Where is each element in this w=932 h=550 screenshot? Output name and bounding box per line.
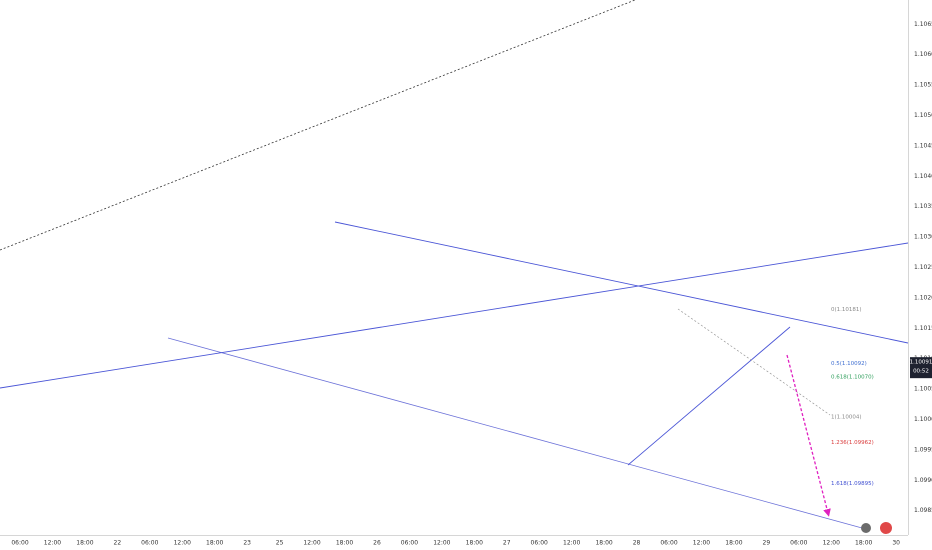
- y-tick-label: 1.10200: [914, 294, 932, 301]
- x-tick-label: 30: [892, 540, 900, 547]
- fib-retracement: 0(1.10181) 0.5(1.10092) 0.618(1.10070) 1(1.…: [831, 307, 874, 487]
- x-tick-label: 12:00: [563, 540, 580, 547]
- tv-logo: [861, 523, 871, 533]
- y-tick-label: 1.10450: [914, 142, 932, 149]
- fib-label: 0.618(1.10070): [831, 374, 874, 380]
- y-tick-label: 1.10250: [914, 264, 932, 271]
- y-tick-label: 1.10550: [914, 82, 932, 89]
- x-tick-label: 25: [276, 540, 284, 547]
- fib-label: 1.618(1.09895): [831, 481, 874, 487]
- y-tick-label: 1.10500: [914, 112, 932, 119]
- y-tick-label: 1.10600: [914, 51, 932, 58]
- x-tick-label: 28: [633, 540, 641, 547]
- countdown-label: 00:52: [913, 369, 929, 375]
- x-tick-label: 12:00: [823, 540, 840, 547]
- x-tick-label: 18:00: [336, 540, 353, 547]
- drawings: [0, 0, 908, 529]
- fib-label: 0.5(1.10092): [831, 361, 867, 367]
- x-tick-label: 06:00: [401, 540, 418, 547]
- dashed-trendline: [0, 0, 636, 251]
- x-tick-label: 29: [763, 540, 771, 547]
- y-tick-label: 1.10050: [914, 386, 932, 393]
- x-tick-label: 12:00: [303, 540, 320, 547]
- x-tick-label: 12:00: [174, 540, 191, 547]
- upper-channel: [334, 221, 908, 344]
- y-tick-label: 1.09900: [914, 477, 932, 484]
- y-tick-label: 1.10300: [914, 234, 932, 241]
- y-tick-label: 1.10650: [914, 21, 932, 28]
- x-tick-label: 12:00: [44, 540, 61, 547]
- x-tick-label: 06:00: [660, 540, 677, 547]
- x-tick-label: 06:00: [141, 540, 158, 547]
- last-price-label: 1.10091: [910, 360, 932, 366]
- overlay: [786, 354, 831, 517]
- y-tick-label: 1.10400: [914, 173, 932, 180]
- x-tick-label: 18:00: [595, 540, 612, 547]
- fib-label: 1(1.10004): [831, 415, 862, 421]
- x-tick-label: 12:00: [693, 540, 710, 547]
- x-tick-label: 27: [503, 540, 511, 547]
- flag-icon: [880, 522, 892, 534]
- x-tick-label: 18:00: [725, 540, 742, 547]
- lower-channel: [167, 337, 863, 529]
- axes: 1.09850 1.09900 1.09950 1.10000 1.10050 1.101…: [11, 21, 932, 547]
- support-trendline: [627, 326, 791, 466]
- x-tick-label: 18:00: [855, 540, 872, 547]
- y-tick-label: 1.10350: [914, 203, 932, 210]
- x-tick-label: 18:00: [466, 540, 483, 547]
- x-tick-label: 26: [373, 540, 381, 547]
- x-tick-label: 06:00: [790, 540, 807, 547]
- y-tick-label: 1.09850: [914, 507, 932, 514]
- fib-label: 1.236(1.09962): [831, 440, 874, 446]
- last-price-box: [910, 357, 932, 379]
- x-tick-label: 18:00: [206, 540, 223, 547]
- rising-trendline: [0, 242, 908, 389]
- x-tick-label: 23: [243, 540, 251, 547]
- y-tick-label: 1.10150: [914, 325, 932, 332]
- y-tick-label: 1.09950: [914, 446, 932, 453]
- fib-diagonal: [677, 308, 831, 416]
- x-tick-label: 12:00: [433, 540, 450, 547]
- x-tick-label: 06:00: [531, 540, 548, 547]
- x-tick-label: 18:00: [76, 540, 93, 547]
- projection-arrow: [786, 354, 831, 517]
- x-tick-label: 22: [114, 540, 122, 547]
- fib-label: 0(1.10181): [831, 307, 862, 313]
- x-tick-label: 06:00: [11, 540, 28, 547]
- y-tick-label: 1.10000: [914, 416, 932, 423]
